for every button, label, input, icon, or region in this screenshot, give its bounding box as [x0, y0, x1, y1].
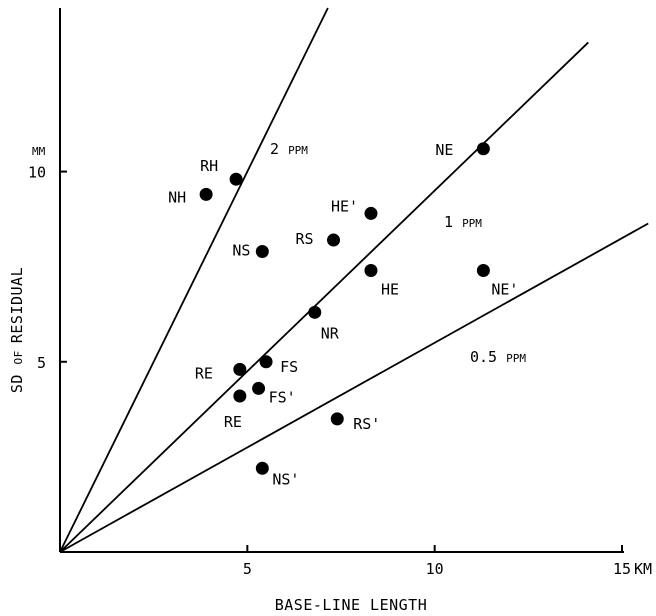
- labels: NE RH NH HE' NS RS HE NE' NR RE FS FS' RE RS' NS': [168, 141, 518, 489]
- point-label: FS: [280, 358, 298, 376]
- data-point: [476, 142, 490, 156]
- point-label: HE: [381, 280, 399, 298]
- point-label: RH: [200, 157, 218, 175]
- reference-lines: 2 PPM 1 PPM 0.5 PPM: [59, 7, 649, 553]
- data-point: [364, 206, 378, 220]
- point-label: RS': [353, 415, 380, 433]
- point-label: NH: [168, 188, 186, 206]
- data-point: [233, 362, 247, 376]
- data-points: [199, 142, 490, 475]
- reference-line-label: 2 PPM: [270, 140, 308, 158]
- data-point: [308, 305, 322, 319]
- y-axis-title: SD OF RESIDUAL: [8, 267, 26, 393]
- data-point: [364, 263, 378, 277]
- data-point: [259, 355, 273, 369]
- point-label: NS: [232, 241, 250, 259]
- data-point: [233, 389, 247, 403]
- reference-line-1-ppm: [59, 41, 589, 553]
- point-label: HE': [331, 197, 358, 215]
- point-label: NS': [272, 470, 299, 488]
- data-point: [330, 412, 344, 426]
- point-label: NR: [321, 324, 340, 342]
- data-point: [199, 187, 213, 201]
- reference-line-0_5-ppm: [59, 222, 649, 553]
- x-tick-label: 10: [426, 560, 444, 578]
- reference-line-label: 1 PPM: [444, 213, 482, 231]
- point-label: RS: [296, 230, 314, 248]
- y-unit-label: MM: [32, 145, 46, 158]
- data-point: [252, 381, 266, 395]
- axes: 5 10 15 KM 5 10 MM BASE-LINE LENGTH SD OF RESIDU…: [8, 8, 652, 614]
- data-point: [229, 172, 243, 186]
- point-label: NE': [491, 280, 518, 298]
- reference-line-2-ppm: [59, 7, 329, 553]
- data-point: [255, 244, 269, 258]
- point-label: RE: [224, 413, 242, 431]
- reference-line-label: 0.5 PPM: [470, 348, 526, 366]
- x-unit-label: KM: [634, 560, 652, 578]
- point-label: RE: [195, 364, 213, 382]
- data-point: [255, 461, 269, 475]
- point-label: NE: [435, 141, 453, 159]
- x-axis-title: BASE-LINE LENGTH: [275, 596, 428, 614]
- x-tick-label: 5: [243, 560, 252, 578]
- x-tick-label: 15: [613, 560, 631, 578]
- data-point: [476, 263, 490, 277]
- y-tick-label: 5: [37, 354, 46, 372]
- y-tick-label: 10: [28, 164, 46, 182]
- point-label: FS': [269, 388, 296, 406]
- data-point: [327, 233, 341, 247]
